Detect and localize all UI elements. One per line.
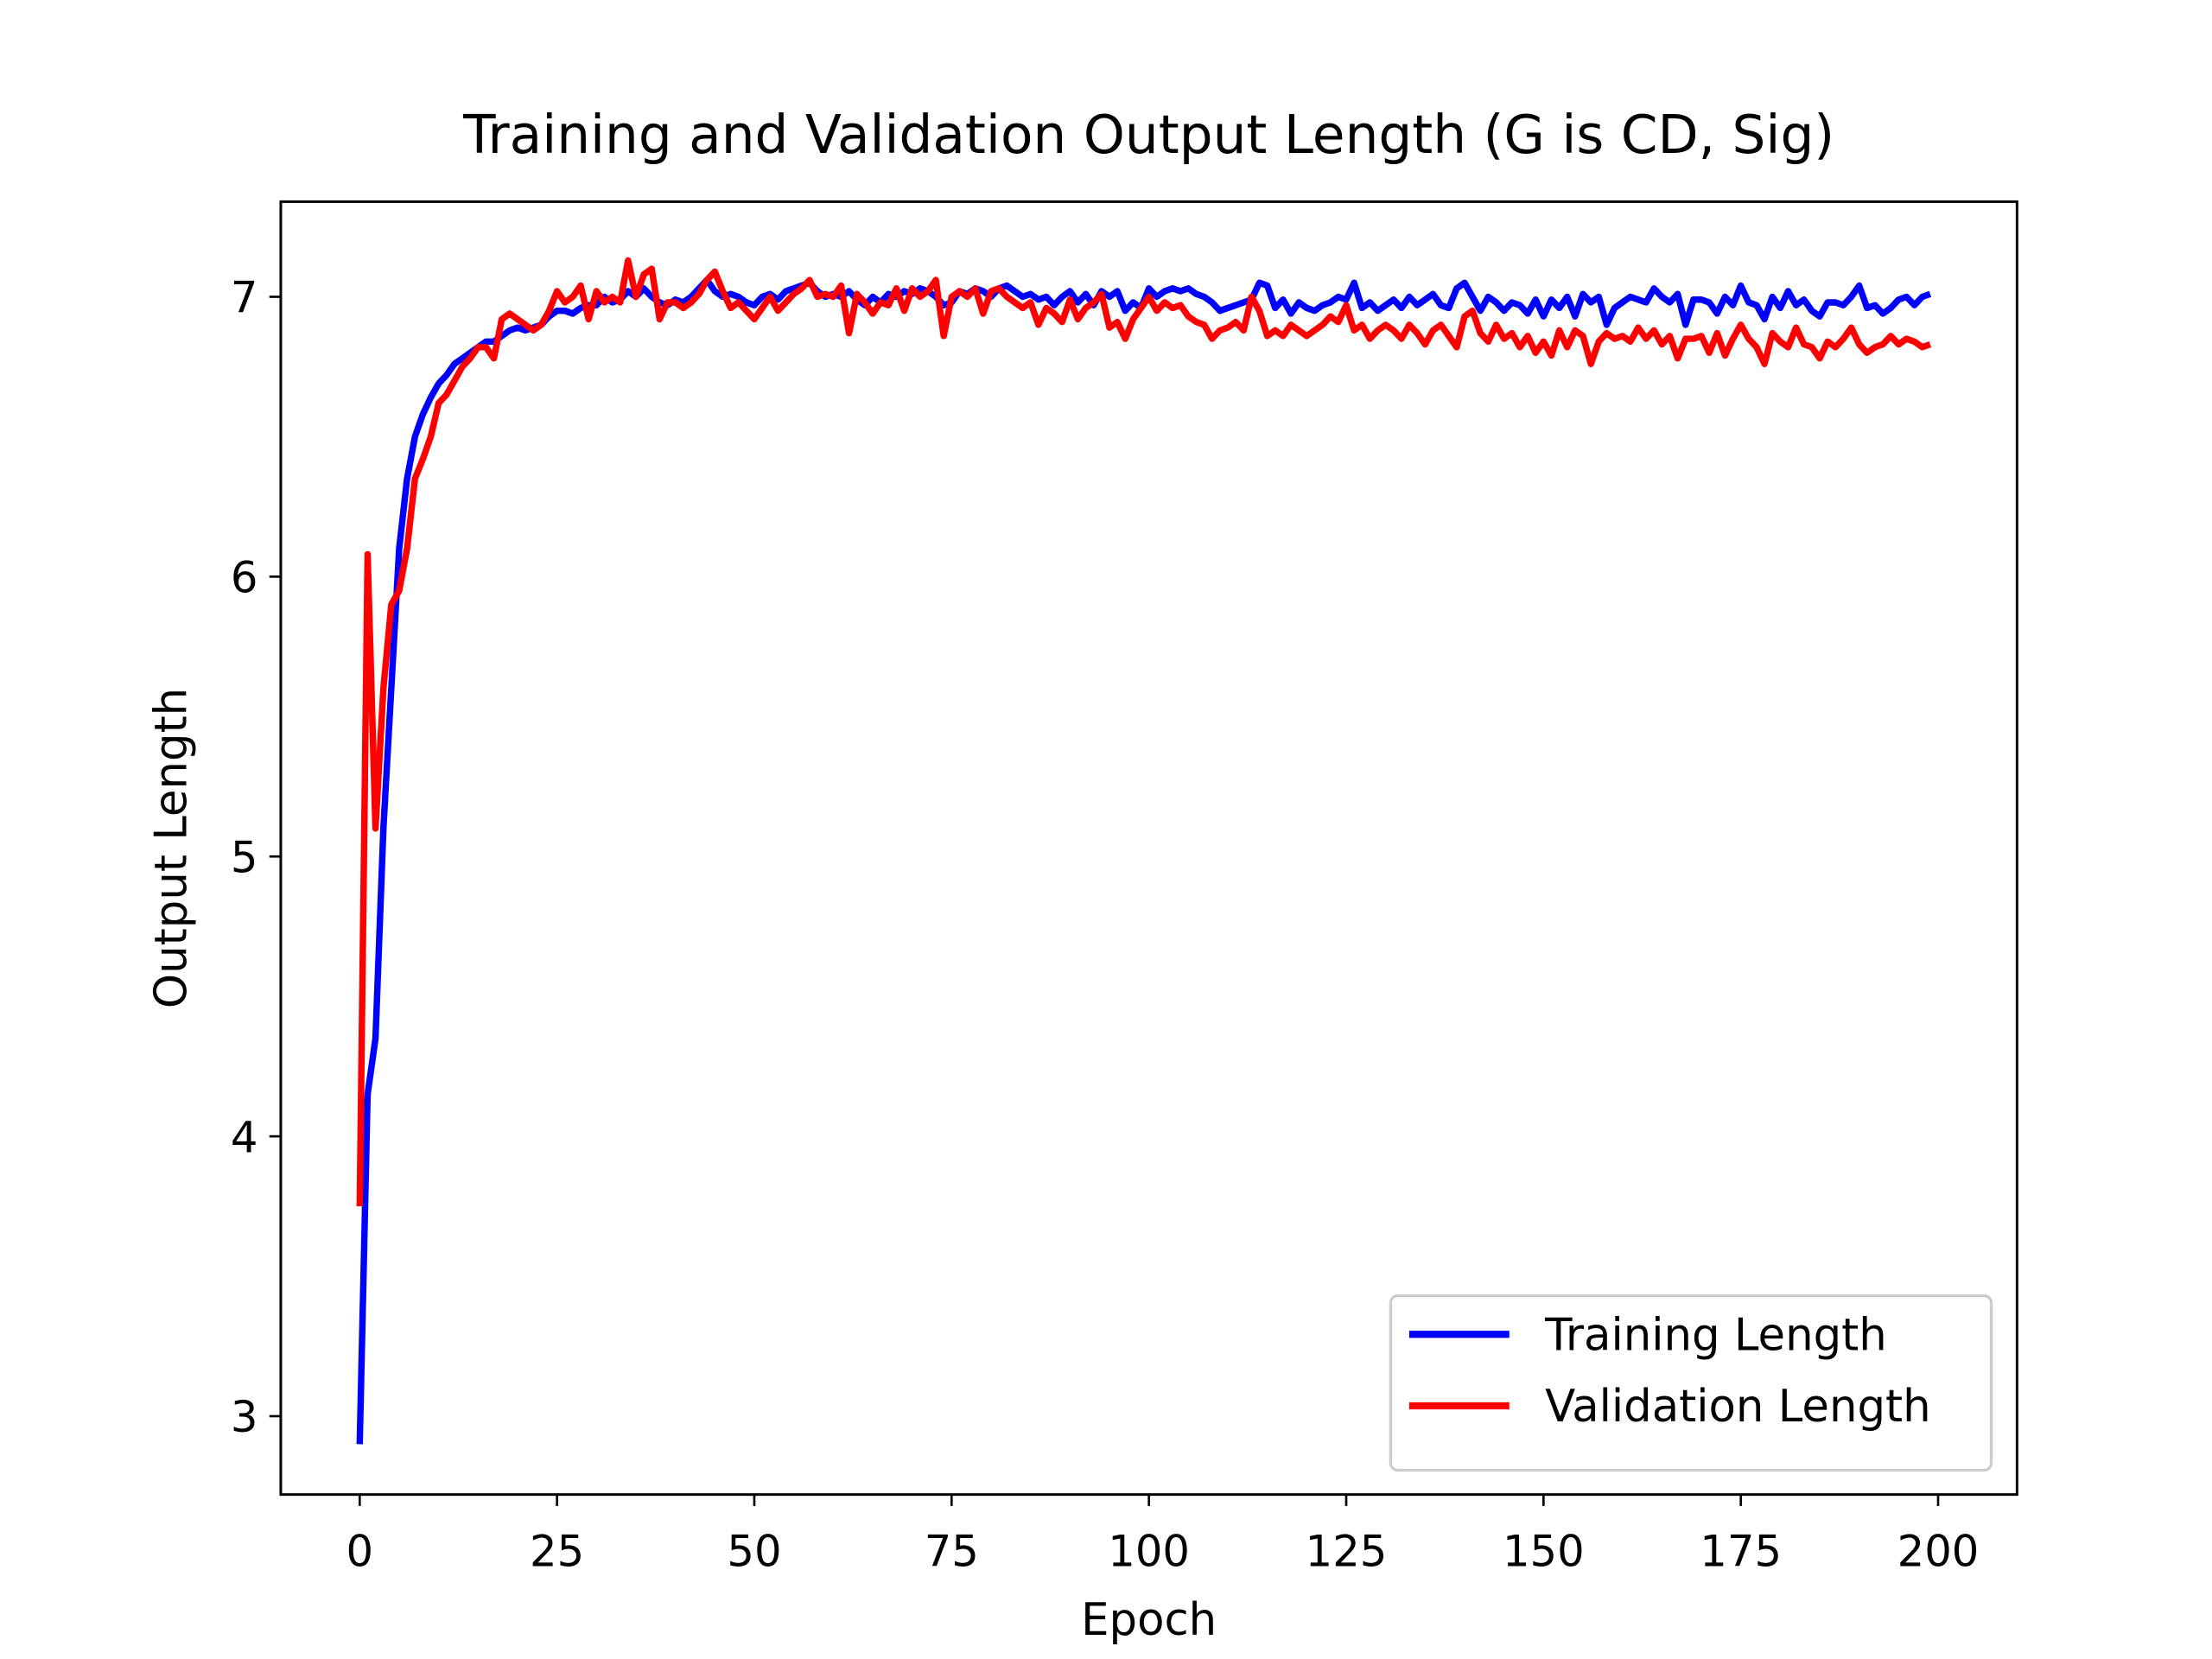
x-tick-label: 100 [1108, 1526, 1190, 1576]
x-tick-label: 175 [1700, 1526, 1782, 1576]
series-line [356, 257, 1932, 1207]
legend-box [1389, 1294, 1993, 1472]
y-axis-label: Output Length [146, 688, 198, 1008]
y-tick-label: 5 [231, 832, 258, 882]
x-tick-label: 75 [925, 1526, 979, 1576]
x-tick-label: 200 [1897, 1526, 1980, 1576]
chart-title: Training and Validation Output Length (G… [462, 105, 1834, 166]
y-tick-label: 4 [231, 1112, 258, 1162]
legend-label: Validation Length [1545, 1381, 1931, 1433]
y-tick-label: 7 [231, 273, 258, 323]
x-tick-label: 25 [530, 1526, 584, 1576]
x-tick-label: 125 [1306, 1526, 1388, 1576]
x-axis-label: Epoch [1081, 1594, 1217, 1646]
x-tick-label: 0 [346, 1526, 374, 1576]
x-tick-label: 150 [1503, 1526, 1585, 1576]
legend-label: Training Length [1544, 1309, 1887, 1361]
x-tick-label: 50 [727, 1526, 781, 1576]
plot-frame [279, 200, 2018, 1497]
y-tick-label: 3 [231, 1392, 258, 1442]
y-tick-label: 6 [231, 553, 258, 603]
